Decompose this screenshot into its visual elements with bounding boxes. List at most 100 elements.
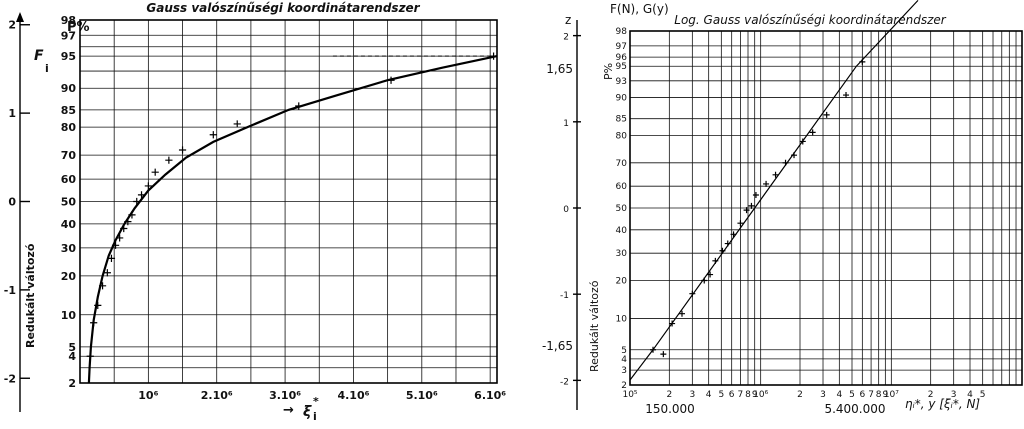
right-x-decade-label: 10⁶ (753, 390, 768, 400)
right-x-minor-label: 6 (729, 390, 735, 400)
left-data-point (111, 241, 120, 249)
left-points (86, 52, 498, 360)
right-x-label: ηᵢ*, y [ξᵢ*, N] (905, 397, 980, 411)
right-data-point (660, 351, 667, 358)
right-prob-tick-label: 85 (616, 115, 627, 125)
left-fit-curve (87, 55, 498, 384)
left-prob-label: P% (67, 20, 90, 35)
right-prob-tick-label: 10 (616, 314, 628, 324)
left-data-point (144, 182, 152, 190)
left-prob-tick-label: 98 (61, 14, 76, 27)
right-prob-tick-label: 4 (621, 355, 627, 365)
right-chart-title: Log. Gauss valószínűségi koordinátarends… (674, 13, 946, 27)
left-data-point (86, 352, 94, 360)
left-x-tick-label: 2.10⁶ (201, 389, 233, 402)
right-data-point (799, 138, 806, 145)
right-prob-tick-label: 95 (616, 62, 627, 72)
right-data-point (843, 92, 850, 99)
right-x-minor-label: 2 (666, 390, 672, 400)
left-prob-tick-label: 10 (61, 309, 77, 322)
right-data-point (772, 171, 779, 178)
right-prob-tick-label: 97 (616, 42, 627, 52)
right-x-minor-label: 5 (849, 390, 855, 400)
left-chart-title: Gauss valószínűségi koordinátarendszer (146, 1, 420, 15)
right-data-point (782, 159, 789, 166)
right-x-minor-label: 2 (797, 390, 803, 400)
left-data-point (387, 76, 395, 84)
right-x-decade-label: 10⁷ (884, 390, 899, 400)
right-x-minor-label: 5 (718, 390, 724, 400)
right-x-minor-label: 5 (980, 390, 986, 400)
right-x-minor-label: 4 (836, 390, 842, 400)
right-x-minor-label: 2 (928, 390, 934, 400)
left-prob-tick-label: 80 (61, 121, 77, 134)
left-prob-tick-label: 30 (61, 242, 77, 255)
left-reduced-tick-label: 1 (8, 107, 16, 120)
left-data-point (489, 52, 498, 60)
right-prob-label: P% (602, 63, 615, 80)
left-data-point (209, 131, 217, 139)
left-chart: Gauss valószínűségi koordinátarendszer P… (24, 1, 421, 423)
left-reduced-tick-label: 2 (8, 19, 16, 32)
right-chart: Log. Gauss valószínűségi koordinátarends… (542, 2, 980, 416)
left-grid (79, 19, 497, 384)
right-data-point (823, 111, 830, 118)
right-prob-tick-label: 70 (616, 159, 628, 169)
right-data-point (712, 257, 719, 264)
right-x-minor-label: 4 (706, 390, 712, 400)
right-data-point (724, 240, 731, 247)
right-data-point (669, 320, 676, 327)
right-data-point (859, 58, 866, 65)
left-data-point (178, 146, 187, 154)
left-prob-tick-label: 97 (61, 29, 76, 42)
left-prob-tick-label: 60 (61, 173, 77, 186)
left-data-point (137, 191, 146, 199)
right-x-minor-label: 9 (882, 390, 888, 400)
right-grid (629, 30, 1022, 386)
right-data-point (809, 129, 816, 136)
left-data-point (107, 254, 116, 262)
left-x-tick-label: 6.10⁶ (474, 389, 506, 402)
right-data-point (719, 247, 726, 254)
right-reduced-tick-label: -1 (560, 291, 569, 301)
right-data-point (650, 346, 657, 353)
left-prob-symbol: F (34, 48, 44, 64)
left-prob-tick-label: 4 (68, 350, 76, 363)
left-x-label-sub: i (313, 410, 317, 423)
left-reduced-label: Redukált változó (24, 243, 37, 348)
left-prob-tick-label: 20 (61, 270, 77, 283)
right-x-minor-label: 7 (738, 390, 744, 400)
left-reduced-tick-label: 0 (8, 196, 16, 209)
right-x-minor-label: 8 (745, 390, 751, 400)
right-data-point (707, 271, 714, 278)
right-reduced-label: Redukált változó (588, 280, 601, 372)
right-prob-tick-label: 90 (616, 94, 628, 104)
left-prob-subscript: i (45, 62, 49, 75)
left-data-point (120, 224, 128, 233)
left-prob-tick-label: 40 (61, 218, 77, 231)
right-data-point (748, 202, 755, 209)
right-annotation-x-high: 5.400.000 (824, 402, 885, 416)
left-x-tick-label: 10⁶ (138, 389, 158, 402)
right-points (650, 58, 866, 358)
right-x-minor-label: 8 (876, 390, 882, 400)
right-prob-tick-label: 20 (616, 277, 628, 287)
right-prob-tick-label: 98 (616, 27, 628, 37)
right-annotation-x-low: 150.000 (645, 402, 695, 416)
right-prob-tick-label: 80 (616, 131, 628, 141)
left-prob-tick-label: 85 (61, 104, 76, 117)
right-x-decade-label: 10⁵ (622, 390, 637, 400)
right-data-point (737, 220, 744, 227)
right-reduced-tick-label: -2 (560, 377, 569, 387)
left-reduced-tick-label: -1 (4, 284, 16, 297)
left-data-point (151, 168, 159, 176)
right-x-minor-label: 3 (951, 390, 957, 400)
left-data-point (165, 156, 173, 164)
right-x-minor-label: 3 (820, 390, 826, 400)
right-prob-tick-label: 2 (621, 381, 627, 391)
right-prob-tick-label: 60 (616, 182, 628, 192)
left-prob-tick-label: 50 (61, 196, 77, 209)
right-data-point (763, 180, 770, 187)
left-x-tick-label: 3.10⁶ (269, 389, 301, 402)
